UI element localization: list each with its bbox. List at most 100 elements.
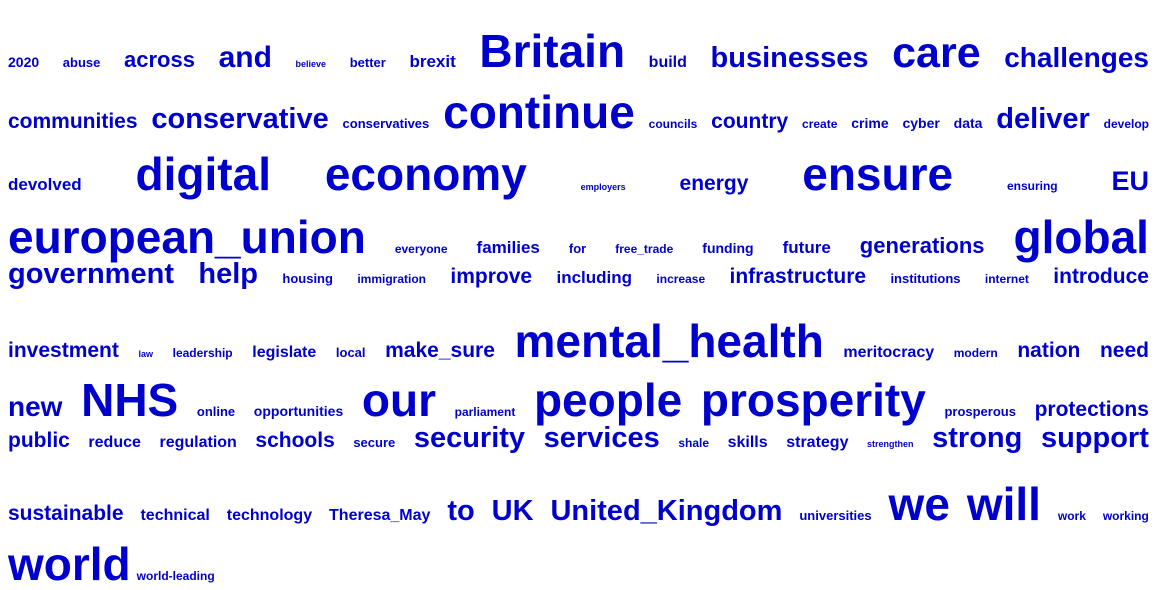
word-cloud-row: communities conservative conservatives cont… — [8, 89, 1149, 135]
word-cloud-term: continue — [443, 86, 635, 138]
word-cloud-term: future — [782, 238, 831, 257]
word-cloud-term: data — [953, 115, 983, 131]
word-cloud-term: shale — [678, 436, 710, 450]
word-cloud-term: will — [966, 478, 1041, 530]
word-cloud-term: across — [123, 47, 195, 72]
word-cloud-term: global — [1013, 211, 1149, 263]
word-cloud-term: abuse — [62, 55, 101, 70]
word-cloud-term: businesses — [710, 42, 869, 74]
word-cloud-term: care — [892, 29, 981, 77]
word-cloud-term: challenges — [1004, 42, 1149, 73]
word-cloud-term: ensuring — [1006, 179, 1058, 193]
word-cloud-term: free_trade — [615, 242, 674, 256]
word-cloud-term: EU — [1111, 166, 1149, 196]
word-cloud-term: local — [335, 345, 366, 360]
word-cloud: 2020 abuse across and believe better brexit Bri… — [8, 0, 1149, 587]
word-cloud-term: UK — [491, 495, 534, 527]
word-cloud-term: we — [888, 478, 950, 530]
word-cloud-row: investment law leadership legislate local mak… — [8, 318, 1149, 364]
word-cloud-term: communities — [8, 110, 138, 133]
word-cloud-term: meritocracy — [843, 344, 935, 361]
word-cloud-term: improve — [450, 265, 533, 288]
word-cloud-term: and — [218, 41, 272, 74]
word-cloud-term: schools — [255, 429, 335, 452]
word-cloud-term: make_sure — [385, 339, 495, 362]
word-cloud-term: better — [349, 55, 386, 70]
word-cloud-term: generations — [859, 233, 985, 258]
word-cloud-term: crime — [851, 115, 889, 131]
word-cloud-term: Britain — [479, 25, 626, 77]
word-cloud-term: world — [8, 538, 131, 590]
word-cloud-term: work — [1057, 509, 1086, 523]
word-cloud-term: help — [198, 258, 258, 290]
word-cloud-term: energy — [679, 172, 749, 195]
word-cloud-row: new NHS online opportunities our parliament pe… — [8, 377, 1149, 423]
word-cloud-term: new — [8, 391, 63, 422]
word-cloud-term: deliver — [996, 103, 1090, 135]
word-cloud-term: believe — [295, 59, 327, 69]
word-cloud-term: technology — [226, 507, 313, 524]
word-cloud-term: including — [556, 268, 633, 287]
word-cloud-row: public reduce regulation schools secure secur… — [8, 424, 1149, 453]
word-cloud-term: regulation — [159, 434, 237, 451]
word-cloud-term: brexit — [409, 52, 456, 71]
word-cloud-term: housing — [282, 271, 333, 286]
word-cloud-term: strategy — [786, 434, 849, 451]
word-cloud-term: everyone — [394, 242, 448, 256]
word-cloud-term: conservative — [151, 103, 329, 135]
word-cloud-term: families — [476, 238, 540, 257]
word-cloud-term: mental_health — [514, 315, 824, 367]
word-cloud-term: public — [8, 429, 70, 452]
word-cloud-term: strengthen — [867, 439, 914, 449]
word-cloud-term: security — [413, 422, 526, 454]
word-cloud-term: leadership — [172, 346, 233, 360]
word-cloud-term: services — [543, 422, 660, 454]
word-cloud-term: secure — [353, 435, 396, 450]
word-cloud-term: reduce — [88, 434, 141, 451]
word-cloud-term: prosperity — [700, 374, 926, 426]
word-cloud-term: NHS — [81, 374, 179, 426]
word-cloud-term: need — [1099, 339, 1149, 362]
word-cloud-term: government — [8, 258, 174, 290]
word-cloud-term: create — [802, 117, 838, 131]
word-cloud-term: prosperous — [944, 404, 1016, 419]
word-cloud-row: world world-leading — [8, 541, 1149, 587]
word-cloud-term: infrastructure — [729, 265, 867, 288]
word-cloud-term: build — [648, 54, 687, 71]
word-cloud-term: european_union — [8, 211, 366, 263]
word-cloud-term: immigration — [357, 272, 426, 286]
word-cloud-term: United_Kingdom — [550, 495, 783, 527]
word-cloud-term: people — [533, 374, 683, 426]
word-cloud-term: funding — [702, 240, 754, 256]
word-cloud-term: investment — [8, 339, 119, 362]
word-cloud-term: employers — [580, 182, 626, 192]
word-cloud-term: for — [568, 241, 587, 256]
word-cloud-term: introduce — [1053, 265, 1149, 288]
word-cloud-term: digital — [135, 148, 271, 200]
word-cloud-term: nation — [1017, 339, 1081, 362]
word-cloud-term: councils — [648, 117, 698, 131]
word-cloud-term: 2020 — [8, 54, 40, 70]
word-cloud-term: cyber — [902, 115, 940, 131]
word-cloud-term: technical — [140, 507, 210, 524]
word-cloud-term: universities — [799, 508, 872, 523]
word-cloud-term: modern — [953, 346, 998, 360]
word-cloud-term: skills — [727, 434, 768, 451]
word-cloud-term: working — [1102, 509, 1149, 523]
word-cloud-term: economy — [324, 148, 527, 200]
word-cloud-term: country — [711, 110, 789, 133]
word-cloud-term: institutions — [890, 271, 961, 286]
word-cloud-term: internet — [984, 272, 1029, 286]
word-cloud-term: opportunities — [253, 403, 344, 419]
word-cloud-term: develop — [1103, 117, 1149, 131]
word-cloud-term: conservatives — [342, 116, 430, 131]
word-cloud-term: support — [1040, 422, 1149, 454]
word-cloud-term: sustainable — [8, 502, 124, 525]
word-cloud-term: Theresa_May — [329, 507, 431, 524]
word-cloud-term: law — [138, 349, 153, 359]
word-cloud-term: strong — [932, 422, 1023, 454]
word-cloud-term: increase — [656, 272, 706, 286]
word-cloud-row: devolved digital economy employers energy ens… — [8, 151, 1149, 197]
word-cloud-term: devolved — [8, 175, 82, 194]
word-cloud-row: european_union everyone families for free_tr… — [8, 214, 1149, 260]
